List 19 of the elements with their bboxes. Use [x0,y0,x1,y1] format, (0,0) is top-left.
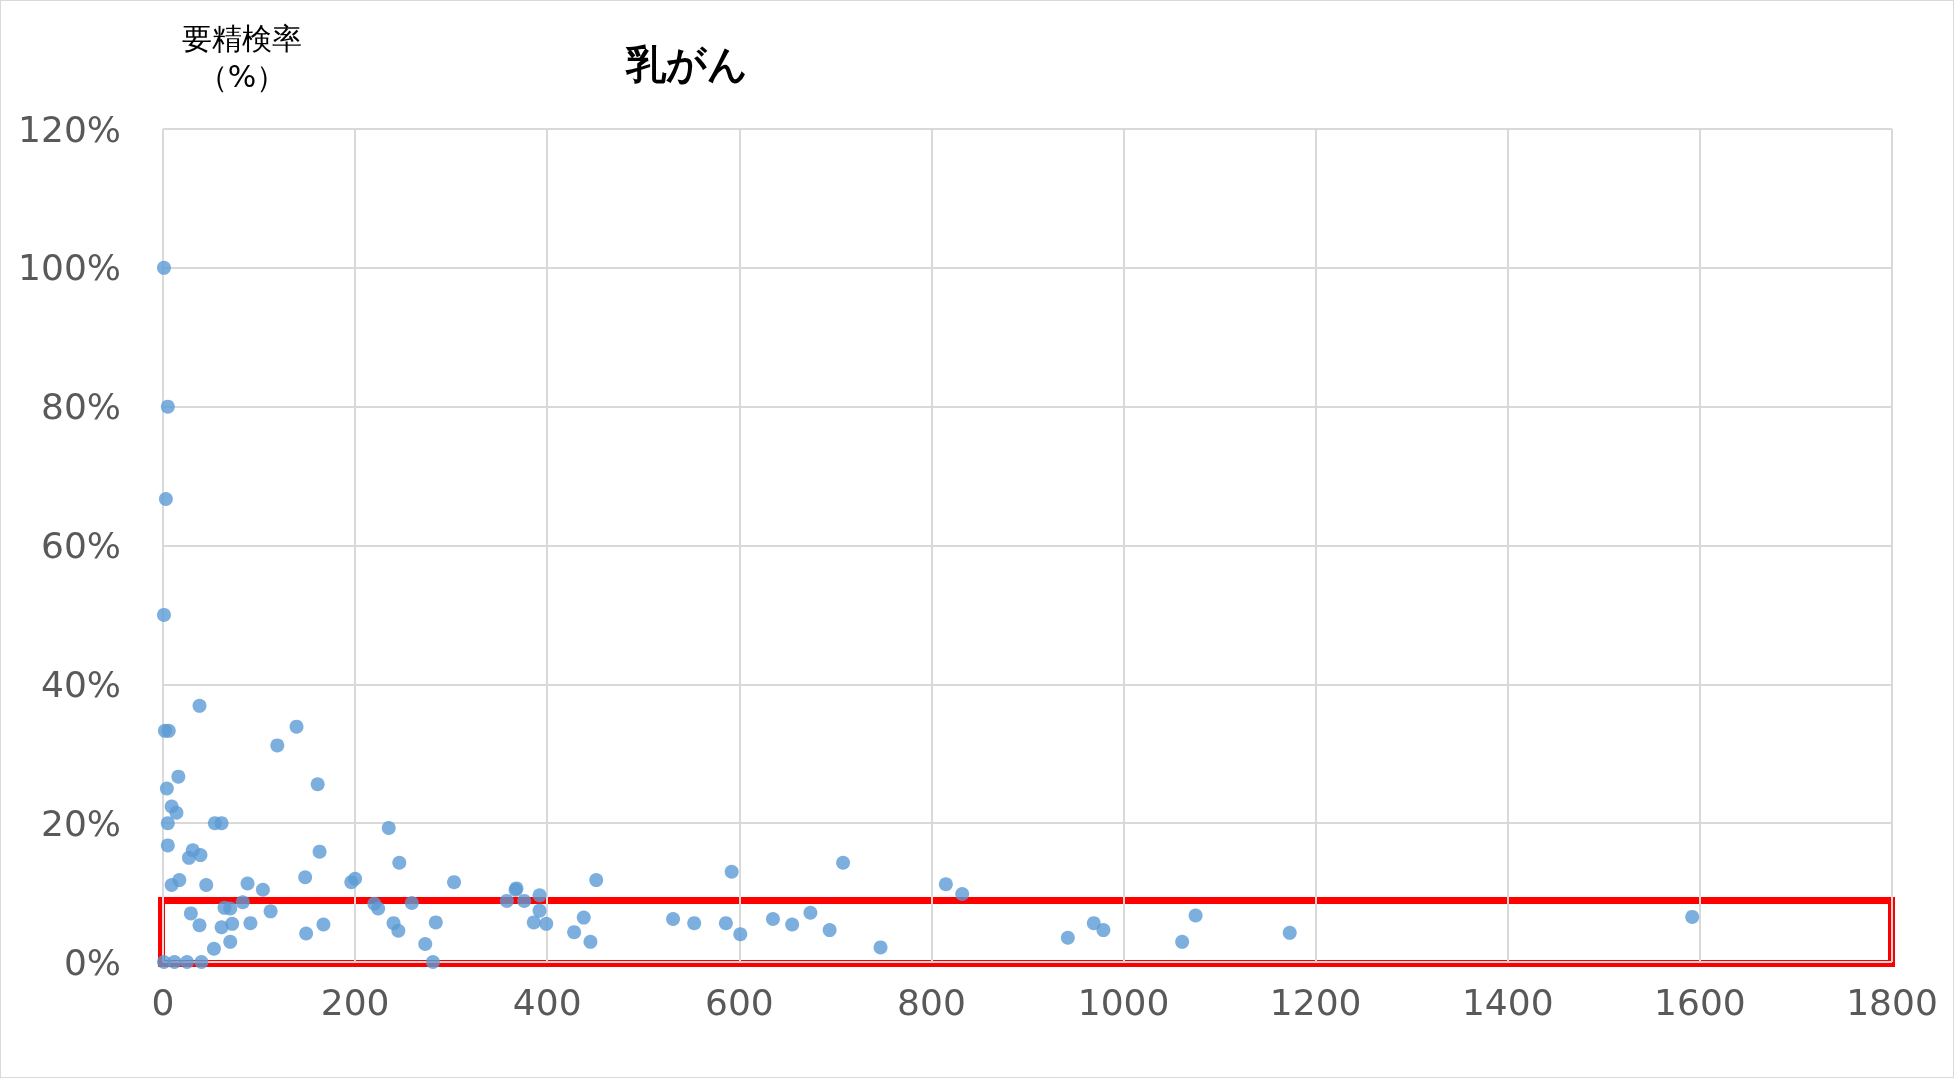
x-tick-label: 0 [151,981,175,1023]
x-tick-label: 1400 [1461,981,1554,1023]
chart-title: 乳がん [625,41,748,87]
x-tick-label: 600 [704,981,774,1023]
y-axis-title: 要精検率（%） [181,20,303,95]
x-tick-label: 1600 [1654,981,1746,1023]
y-tick-label: 0% [63,941,121,983]
y-tick-label: 40% [40,663,121,705]
y-tick-label: 120% [18,108,121,150]
y-tick-label: 100% [18,247,121,289]
x-tick-label: 800 [897,981,966,1023]
x-tick-label: 1200 [1269,981,1362,1023]
y-tick-label: 60% [40,525,121,566]
x-tick-label: 200 [320,981,390,1023]
x-tick-label: 400 [512,981,582,1023]
y-tick-label: 20% [40,802,121,844]
x-tick-label: 1000 [1077,981,1170,1023]
x-tick-label: 1800 [1846,981,1938,1023]
y-tick-label: 80% [40,386,121,428]
